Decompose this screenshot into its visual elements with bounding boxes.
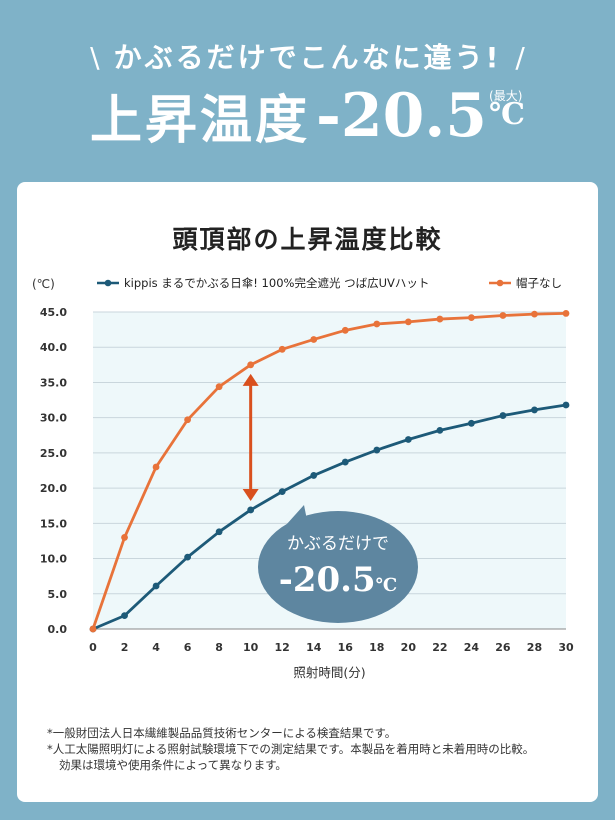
data-point: [89, 625, 97, 633]
y-tick-label: 35.0: [40, 376, 67, 389]
y-tick-label: 0.0: [48, 623, 68, 636]
legend-swatch-marker: [104, 279, 112, 287]
chart-card: 頭頂部の上昇温度比較 0.0 5.0 10.0 15.0 20.0 25.0 30.0 35.…: [17, 182, 598, 802]
callout-bubble: [258, 511, 418, 623]
y-tick-label: 45.0: [40, 306, 67, 319]
callout-value: -20.5℃: [279, 560, 398, 600]
data-point: [152, 463, 160, 471]
footnote-3: 効果は環境や使用条件によって異なります。: [59, 758, 287, 772]
hero-banner: \ かぶるだけでこんなに違う! / 上昇温度 -20.5 (最大) ℃: [0, 0, 615, 180]
footnote-1: *一般財団法人日本繊維製品品質技術センターによる検査結果です。: [47, 726, 397, 740]
data-point: [310, 472, 318, 479]
x-tick-label: 2: [121, 641, 129, 654]
data-point: [184, 416, 192, 424]
data-point: [152, 582, 160, 590]
x-tick-label: 8: [215, 641, 223, 654]
y-tick-label: 25.0: [40, 447, 67, 460]
y-tick-label: 30.0: [40, 412, 67, 425]
data-point: [341, 458, 349, 466]
data-point: [499, 412, 507, 419]
x-tick-label: 20: [401, 641, 417, 654]
x-tick-label: 24: [464, 641, 480, 654]
callout-line1: かぶるだけで: [287, 534, 389, 554]
y-tick-label: 10.0: [40, 553, 67, 566]
x-tick-label: 10: [243, 641, 259, 654]
x-tick-label: 6: [184, 641, 192, 654]
data-point: [373, 446, 381, 454]
x-tick-label: 26: [495, 641, 511, 654]
data-point: [562, 310, 570, 317]
data-point: [278, 488, 286, 496]
y-axis-label: (℃): [32, 277, 55, 291]
data-point: [436, 315, 444, 323]
series-line: [91, 312, 567, 630]
legend-swatch-marker: [496, 279, 504, 287]
tagline: \ かぶるだけでこんなに違う! /: [0, 36, 615, 76]
data-point: [531, 310, 538, 318]
data-point: [436, 426, 444, 434]
data-point: [468, 419, 475, 427]
data-point: [499, 312, 507, 319]
difference-arrow-head-down: [242, 488, 259, 501]
difference-arrow-head-up: [242, 373, 259, 386]
x-tick-label: 18: [369, 641, 384, 654]
headline-label: 上昇温度: [89, 91, 310, 151]
data-point: [215, 528, 223, 536]
headline-note: (最大): [489, 89, 523, 103]
data-point: [278, 345, 286, 353]
x-tick-label: 16: [338, 641, 354, 654]
footnote-2: *人工太陽照明灯による照射試験環境下での測定結果です。本製品を着用時と未着用時の…: [47, 742, 535, 756]
tagline-deco-right: /: [515, 41, 525, 74]
data-point: [404, 318, 412, 326]
y-tick-label: 5.0: [48, 588, 68, 601]
legend-label: 帽子なし: [516, 276, 562, 290]
y-tick-label: 40.0: [40, 341, 67, 354]
data-point: [121, 534, 128, 541]
x-tick-label: 14: [306, 641, 322, 654]
data-point: [404, 436, 412, 443]
x-tick-label: 12: [275, 641, 290, 654]
x-tick-label: 4: [152, 641, 160, 654]
line-chart: 0.0 5.0 10.0 15.0 20.0 25.0 30.0 35.0 40.0 45.0 0 2…: [32, 276, 574, 680]
data-point: [121, 612, 128, 620]
headline-value: -20.5: [316, 80, 488, 151]
data-point: [184, 553, 192, 561]
series-line: [92, 403, 567, 631]
data-point: [341, 326, 349, 334]
data-point: [373, 320, 381, 328]
data-point: [310, 336, 318, 343]
data-point: [247, 361, 255, 369]
headline: 上昇温度 -20.5 (最大) ℃: [0, 78, 615, 153]
data-point: [215, 383, 223, 391]
headline-unit: ℃: [489, 97, 525, 132]
tagline-deco-left: \: [90, 41, 100, 74]
legend-label: kippis まるでかぶる日傘! 100%完全遮光 つば広UVハット: [124, 276, 429, 290]
data-point: [531, 406, 538, 414]
x-tick-label: 22: [432, 641, 447, 654]
x-tick-label: 0: [89, 641, 97, 654]
data-point: [468, 314, 475, 322]
data-point: [562, 401, 570, 409]
y-tick-label: 20.0: [40, 482, 67, 495]
footnotes: *一般財団法人日本繊維製品品質技術センターによる検査結果です。 *人工太陽照明灯…: [47, 725, 587, 773]
data-point: [247, 506, 255, 514]
y-tick-label: 15.0: [40, 517, 67, 530]
x-axis-label: 照射時間(分): [293, 665, 365, 680]
headline-unit-wrap: (最大) ℃: [489, 89, 525, 132]
chart-title: 頭頂部の上昇温度比較: [172, 225, 443, 254]
tagline-text: かぶるだけでこんなに違う!: [113, 41, 502, 74]
x-tick-label: 28: [527, 641, 542, 654]
x-tick-label: 30: [558, 641, 574, 654]
